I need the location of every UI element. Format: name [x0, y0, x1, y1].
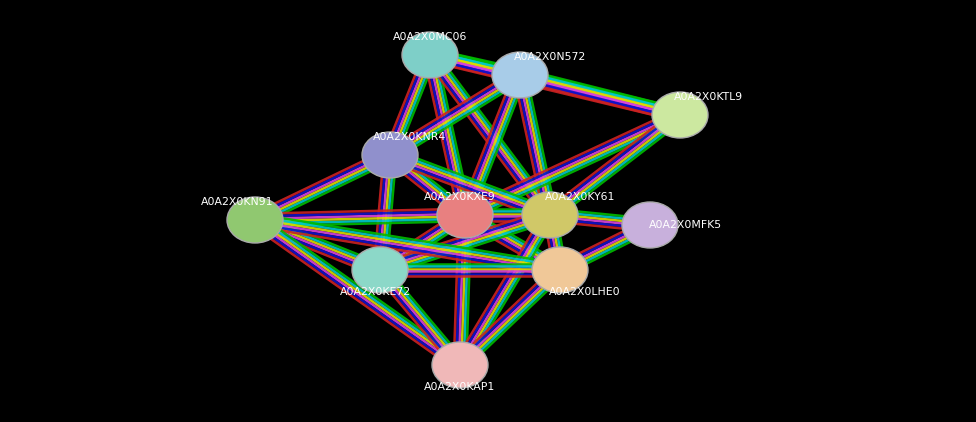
- Text: A0A2X0KNR4: A0A2X0KNR4: [374, 132, 447, 142]
- Text: A0A2X0LHE0: A0A2X0LHE0: [549, 287, 621, 297]
- Ellipse shape: [437, 192, 493, 238]
- Text: A0A2X0MC06: A0A2X0MC06: [392, 32, 468, 42]
- Text: A0A2X0KTL9: A0A2X0KTL9: [673, 92, 743, 102]
- Text: A0A2X0N572: A0A2X0N572: [514, 52, 587, 62]
- Text: A0A2X0KXE9: A0A2X0KXE9: [425, 192, 496, 202]
- Text: A0A2X0MFK5: A0A2X0MFK5: [648, 220, 721, 230]
- Ellipse shape: [362, 132, 418, 178]
- Ellipse shape: [492, 52, 548, 98]
- Ellipse shape: [532, 247, 588, 293]
- Ellipse shape: [652, 92, 708, 138]
- Ellipse shape: [622, 202, 678, 248]
- Ellipse shape: [432, 342, 488, 388]
- Text: A0A2X0KY61: A0A2X0KY61: [545, 192, 615, 202]
- Ellipse shape: [402, 32, 458, 78]
- Ellipse shape: [227, 197, 283, 243]
- Text: A0A2X0KAP1: A0A2X0KAP1: [425, 382, 496, 392]
- Ellipse shape: [522, 192, 578, 238]
- Text: A0A2X0KN91: A0A2X0KN91: [201, 197, 273, 207]
- Ellipse shape: [352, 247, 408, 293]
- Text: A0A2X0KE72: A0A2X0KE72: [340, 287, 411, 297]
